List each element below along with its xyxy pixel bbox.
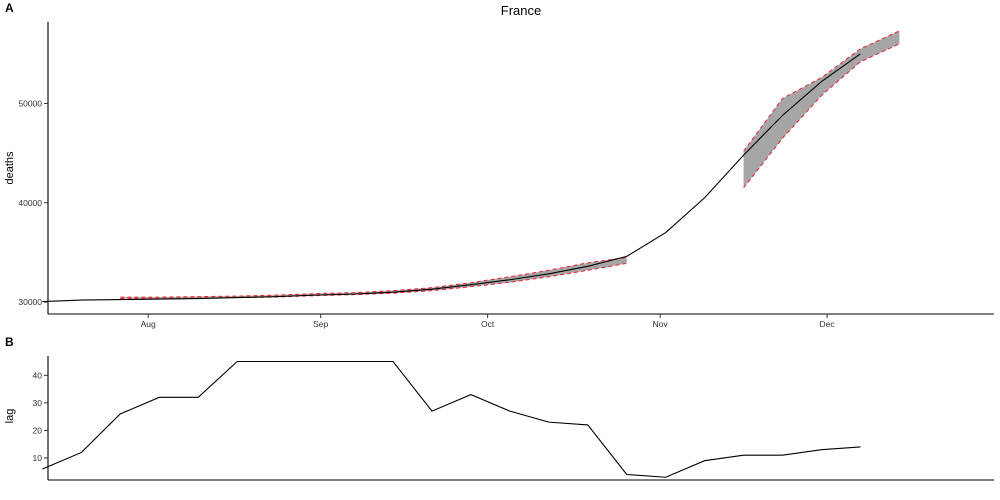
y-tick-label-b: 40 [33,370,43,380]
y-tick-label: 40000 [18,198,42,208]
x-tick-label: Oct [481,319,495,329]
panel-a: A France deaths 30000 40000 50000 Aug Sep Oct… [4,1,994,329]
panel-b-axes: 10 20 30 40 [33,356,994,481]
panel-a-tag: A [5,1,14,15]
x-tick-label: Nov [653,319,669,329]
forecast-bands [120,30,900,300]
forecast-band-2-upper [743,30,900,152]
x-tick-label: Dec [819,319,835,329]
y-tick-label-b: 10 [33,453,43,463]
y-tick-label: 30000 [18,297,42,307]
forecast-band-2-lower [743,43,900,189]
lag-series [42,360,861,478]
y-tick-label-b: 20 [33,425,43,435]
y-axis-title-deaths: deaths [4,151,16,185]
chart-title: France [501,3,541,18]
panel-b: B lag 10 20 30 40 [4,335,994,481]
panel-a-axes: 30000 40000 50000 Aug Sep Oct Nov Dec [18,22,994,329]
y-tick-label: 50000 [18,98,42,108]
x-tick-label: Sep [313,319,328,329]
y-axis-title-lag: lag [4,409,16,424]
forecast-band-1-upper [120,256,627,298]
forecast-band-1 [120,257,627,299]
observed-series [42,53,861,303]
lag-line [42,360,861,478]
y-tick-label-b: 30 [33,398,43,408]
deaths-line [42,53,861,303]
x-tick-label: Aug [141,319,156,329]
panel-b-tag: B [5,335,14,349]
